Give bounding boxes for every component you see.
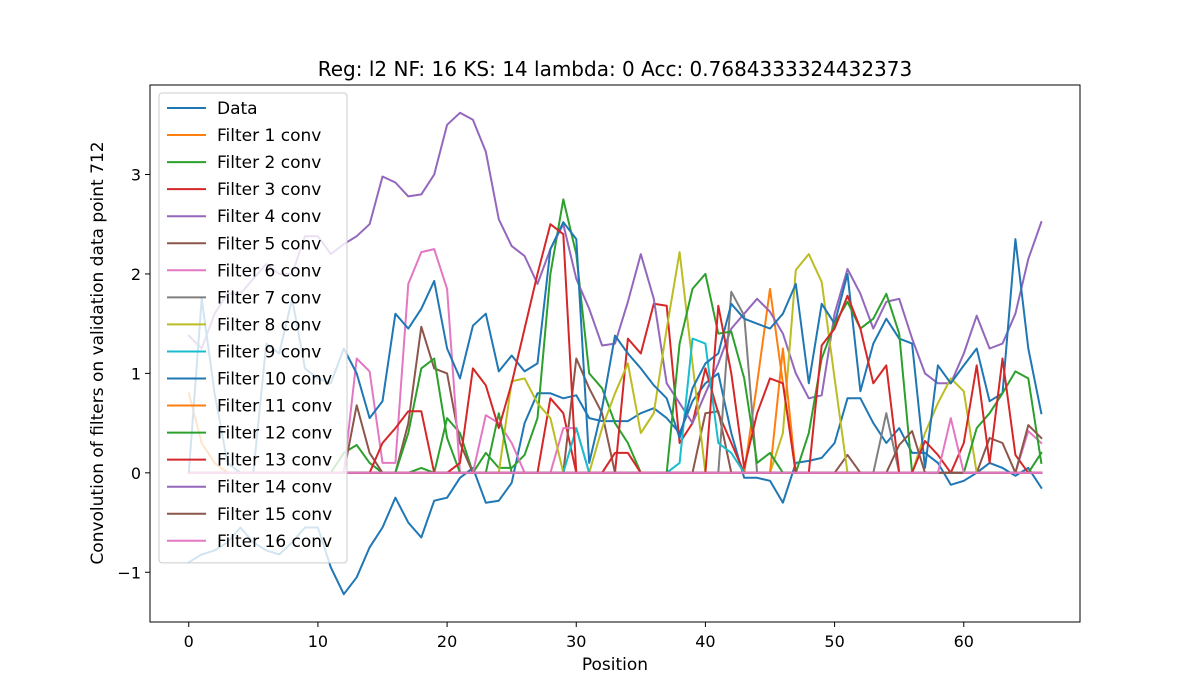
x-axis-label: Position [582,655,648,675]
axes-frame [149,84,1081,623]
legend-label: Filter 12 conv [217,424,332,444]
chart-title: Reg: l2 NF: 16 KS: 14 lambda: 0 Acc: 0.7… [318,57,912,81]
legend-label: Filter 10 conv [217,370,332,390]
legend-label: Filter 15 conv [217,505,332,525]
y-tick-label: 3 [131,166,141,185]
legend-label: Filter 1 conv [217,126,321,146]
legend-label: Filter 4 conv [217,207,321,227]
legend-label: Filter 3 conv [217,180,321,200]
legend-label: Data [217,99,258,119]
x-tick-label: 10 [308,632,328,651]
legend-label: Filter 8 conv [217,315,321,335]
x-tick-label: 60 [954,632,974,651]
y-tick-label: 1 [131,364,141,383]
legend-label: Filter 9 conv [217,342,321,362]
legend-label: Filter 16 conv [217,532,332,552]
x-tick-label: 50 [824,632,844,651]
y-tick-label: 0 [131,464,141,483]
x-tick-label: 40 [695,632,715,651]
legend-label: Filter 6 conv [217,261,321,281]
legend-label: Filter 7 conv [217,288,321,308]
legend-label: Filter 5 conv [217,234,321,254]
legend-label: Filter 13 conv [217,451,332,471]
y-axis-label: Convolution of filters on validation dat… [88,141,108,564]
x-tick-label: 30 [566,632,586,651]
x-axis: 0 10 20 30 40 50 60 [184,622,974,651]
y-axis: −1 0 1 2 3 [117,166,150,582]
legend-box [158,92,348,564]
x-tick-label: 20 [437,632,457,651]
legend-label: Filter 14 conv [217,478,332,498]
y-tick-label: 2 [131,265,141,284]
legend-label: Filter 2 conv [217,153,321,173]
legend-label: Filter 11 conv [217,397,332,417]
legend: Data Filter 1 conv Filter 2 conv Filter 3 c… [158,92,348,564]
x-tick-label: 0 [184,632,194,651]
y-tick-label: −1 [117,563,141,582]
